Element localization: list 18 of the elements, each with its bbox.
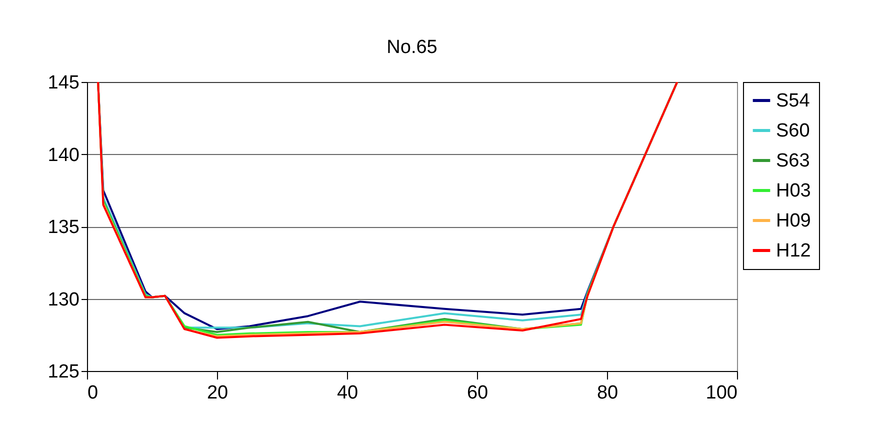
- x-tick-label: 40: [336, 382, 358, 404]
- chart-title: No.65: [386, 37, 438, 58]
- y-tick-label: 145: [48, 72, 80, 94]
- legend-label: H09: [776, 210, 811, 232]
- legend-label: S63: [776, 150, 810, 172]
- y-tick-label: 140: [48, 144, 80, 166]
- x-tick-label: 60: [466, 382, 488, 404]
- y-tick-label: 125: [48, 362, 80, 382]
- x-tick-label: 20: [206, 382, 228, 404]
- legend-label: S60: [776, 120, 810, 142]
- legend-label: S54: [776, 90, 810, 112]
- y-tick-label: 130: [48, 289, 80, 310]
- y-tick-label: 135: [48, 217, 80, 238]
- legend-label: H12: [776, 240, 811, 262]
- x-tick-label: 0: [88, 382, 98, 404]
- x-tick-label: 80: [596, 382, 618, 404]
- x-tick-label: 100: [706, 382, 738, 404]
- legend-label: H03: [776, 180, 811, 202]
